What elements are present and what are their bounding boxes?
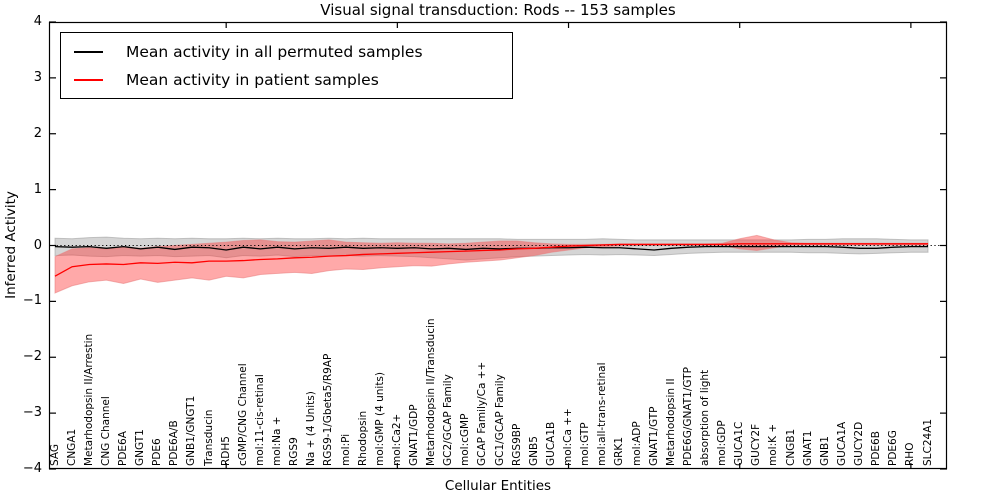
x-tick-label: mol:GMP (4 units) [373, 372, 386, 466]
y-tick-label: −1 [22, 293, 42, 309]
x-tick-label: GNAT1 [801, 430, 814, 466]
x-tick-label: GUCY2F [750, 423, 763, 466]
y-tick-label: 0 [33, 237, 42, 253]
x-tick-label: mol:Ca ++ [562, 408, 575, 466]
x-tick-label: mol:11-cis-retinal [253, 374, 266, 466]
x-tick-label: PDE6A [116, 431, 129, 466]
x-tick-label: GNB1/GNGT1 [185, 395, 198, 466]
x-tick-label: CNGA1 [65, 428, 78, 466]
x-tick-label: GUCA1C [733, 421, 746, 466]
x-tick-label: SAG [48, 444, 61, 466]
legend: Mean activity in all permuted samples Me… [60, 32, 513, 99]
x-tick-label: RGS9BP [510, 423, 523, 466]
legend-item-patient: Mean activity in patient samples [74, 66, 512, 94]
x-tick-label: mol:Pi [339, 433, 352, 466]
x-tick-label: mol:cGMP [459, 413, 472, 466]
y-tick-label: −3 [22, 405, 42, 421]
x-tick-label: GNGT1 [134, 429, 147, 466]
x-tick-label: GUCY2D [853, 421, 866, 466]
x-tick-label: CNG Channel [99, 396, 112, 466]
x-tick-label: mol:GTP [579, 422, 592, 466]
chart-title: Visual signal transduction: Rods -- 153 … [320, 1, 676, 19]
x-tick-label: GC2/GCAP Family [442, 374, 455, 466]
legend-label-permuted: Mean activity in all permuted samples [126, 43, 423, 61]
x-tick-label: Metarhodopsin II [664, 378, 677, 466]
y-tick-label: 4 [33, 14, 42, 29]
x-tick-label: PDE6A/B [168, 420, 181, 466]
legend-item-permuted: Mean activity in all permuted samples [74, 38, 512, 66]
y-tick-label: 3 [33, 69, 42, 85]
x-tick-label: SLC24A1 [921, 418, 934, 466]
x-tick-label: Metarhodopsin II/Arrestin [82, 333, 95, 466]
x-tick-label: mol:ADP [630, 421, 643, 466]
legend-line-black-icon [74, 51, 103, 53]
x-tick-label: mol:all-trans-retinal [596, 362, 609, 466]
x-tick-label: RGS9-1/Gbeta5/R9AP [322, 353, 335, 466]
x-tick-label: GNAT1/GTP [647, 406, 660, 467]
x-axis-label: Cellular Entities [444, 478, 552, 494]
x-tick-label: PDE6G [887, 430, 900, 466]
y-tick-label: 1 [33, 181, 42, 197]
x-tick-label: mol:GDP [716, 420, 729, 466]
x-tick-label: RDH5 [219, 436, 232, 466]
y-tick-label: 2 [33, 125, 42, 141]
x-tick-label: GUCA1B [544, 421, 557, 466]
legend-label-patient: Mean activity in patient samples [126, 71, 379, 89]
x-tick-label: GC1/GCAP Family [493, 374, 506, 466]
x-tick-label: RHO [904, 442, 917, 466]
x-tick-label: PDE6 [151, 438, 164, 466]
x-tick-label: PDE6B [870, 431, 883, 466]
x-tick-label: mol:K + [767, 423, 780, 466]
y-tick-label: −2 [22, 349, 42, 365]
x-tick-label: mol:Ca2+ [390, 413, 403, 466]
y-tick-label: −4 [22, 461, 42, 476]
x-tick-label: Rhodopsin [356, 410, 369, 466]
x-tick-label: PDE6G/GNAT1/GTP [681, 367, 694, 466]
x-tick-label: Transducin [202, 409, 215, 466]
x-tick-label: GRK1 [613, 437, 626, 466]
x-tick-label: GNB5 [527, 436, 540, 466]
x-tick-label: absorption of light [698, 369, 711, 466]
x-tick-label: GNAT1/GDP [407, 404, 420, 466]
x-tick-label: GNB1 [818, 436, 831, 466]
x-tick-label: GCAP Family/Ca ++ [476, 361, 489, 466]
x-tick-label: GUCA1A [835, 421, 848, 466]
x-tick-label: Metarhodopsin II/Transducin [425, 318, 438, 466]
x-tick-label: mol:Na + [271, 416, 284, 466]
legend-line-red-icon [74, 79, 103, 81]
x-tick-label: cGMP/CNG Channel [236, 363, 249, 466]
x-tick-label: Na + (4 Units) [305, 391, 318, 466]
x-tick-label: RGS9 [288, 437, 301, 466]
x-tick-label: CNGB1 [784, 428, 797, 466]
